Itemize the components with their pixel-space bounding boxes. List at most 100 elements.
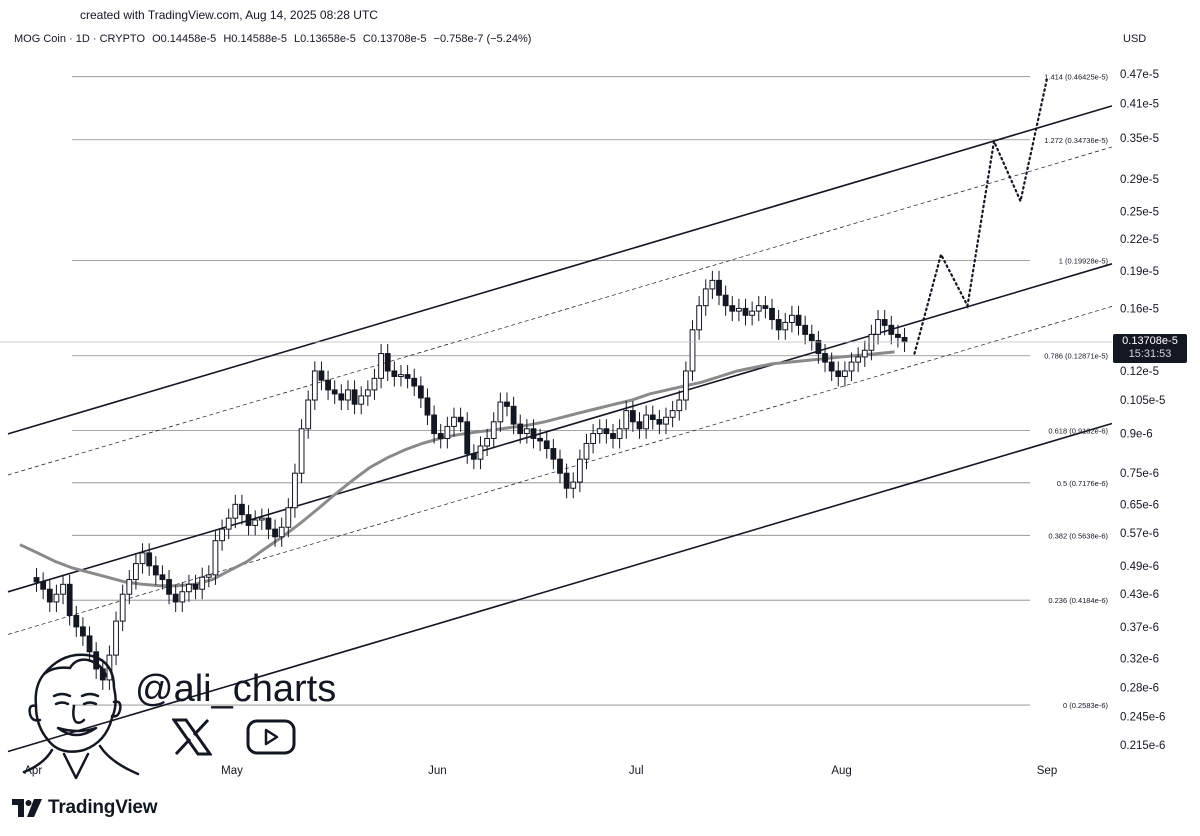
y-tick-label: 0.65e-6 [1120,499,1159,511]
fib-label-0: 1.414 (0.46425e-5) [1044,73,1108,82]
candle-body [729,305,736,312]
candle-body [159,574,166,581]
channel-mid-upper-dashed [7,146,1113,476]
candle-body [146,552,153,567]
candle-body [629,410,636,423]
y-tick-label: 0.37e-6 [1120,622,1159,634]
projection-path [913,77,1049,355]
candle-body [40,581,47,590]
candle-body [252,519,259,526]
candle-body [563,472,570,489]
candle-body [139,552,146,565]
candle-body [497,401,504,423]
candle-body [663,416,669,425]
y-tick-label: 0.57e-6 [1120,528,1159,540]
candle-body [93,651,100,670]
currency-label[interactable]: USD [1123,33,1147,45]
candle-body [808,333,815,342]
candle-body [33,577,40,583]
candle-body [113,620,119,656]
high-value: H0.14588e-5 [223,33,287,45]
candle-body [371,377,378,391]
candle-body [504,401,510,407]
bar-countdown: 15:31:53 [1128,348,1172,360]
candle-body [192,583,199,590]
candle-body [46,588,53,603]
candle-body [166,579,172,595]
candle-body [749,310,756,316]
candle-body [305,399,312,430]
candle-body [669,410,676,418]
candle-body [656,419,663,425]
candle-body [702,288,709,307]
candle-body [530,428,537,439]
candle-body [225,517,232,530]
low-value: L0.13658e-5 [294,33,356,45]
candle-body [318,370,325,381]
fib-label-7: 0.236 (0.4184e-6) [1048,596,1108,605]
candle-body [424,397,431,416]
candle-body [311,370,318,401]
candle-body [510,405,517,425]
change-value: −0.758e-7 (−5.24%) [433,33,532,45]
candle-body [133,563,139,581]
candle-body [437,433,444,439]
candle-body [378,353,384,379]
candle-body [676,399,683,412]
candle-body [285,507,292,528]
candle-body [596,428,603,435]
candle-body [53,593,60,603]
candle-body [861,349,868,358]
y-tick-label: 0.19e-5 [1120,266,1159,278]
symbol-name[interactable]: MOG Coin · 1D · CRYPTO [14,33,146,45]
y-tick-label: 0.16e-5 [1120,303,1159,315]
candle-body [119,593,126,622]
candle-body [325,379,331,391]
channel-lower [7,422,1113,753]
last-price-tag: 0.13708e-5 15:31:53 [1113,334,1187,363]
candle-body [199,576,206,590]
tradingview-mark-icon [12,799,42,817]
created-caption: created with TradingView.com, Aug 14, 20… [80,8,378,22]
candle-body [411,377,418,387]
y-tick-label: 0.12e-5 [1120,366,1159,378]
candle-body [451,416,457,427]
fib-label-3: 0.786 (0.12871e-5) [1044,352,1108,361]
candle-body [543,440,550,450]
candle-body [391,370,398,377]
candle-body [457,416,464,423]
candle-body [272,528,278,538]
candle-body [888,324,895,335]
fib-label-2: 1 (0.19928e-5) [1059,257,1109,266]
fib-label-1: 1.272 (0.34736e-5) [1044,136,1108,145]
candle-body [66,583,73,616]
candle-body [417,385,424,399]
youtube-play-icon [246,719,296,755]
candle-body [696,305,703,331]
x-tick-label: May [221,765,243,777]
candle-body [219,528,225,542]
candle-body [901,336,908,343]
candle-body [431,414,437,435]
candle-body [179,591,186,603]
candle-body [855,356,862,363]
tradingview-logo[interactable]: TradingView [12,797,158,819]
candle-body [80,626,86,637]
candle-body [590,433,597,444]
candle-body [636,421,643,430]
candle-body [550,448,557,460]
candle-body [775,319,782,331]
y-tick-label: 0.215e-6 [1120,740,1165,752]
y-tick-label: 0.43e-6 [1120,589,1159,601]
candle-body [649,414,656,421]
y-tick-label: 0.105e-5 [1120,395,1165,407]
candle-body [186,583,192,593]
candle-body [709,279,716,290]
candle-body [351,389,358,405]
tradingview-wordmark: TradingView [48,797,158,818]
y-tick-label: 0.29e-5 [1120,174,1159,186]
candle-body [895,333,901,338]
candle-body [358,395,365,405]
candle-body [205,574,212,578]
